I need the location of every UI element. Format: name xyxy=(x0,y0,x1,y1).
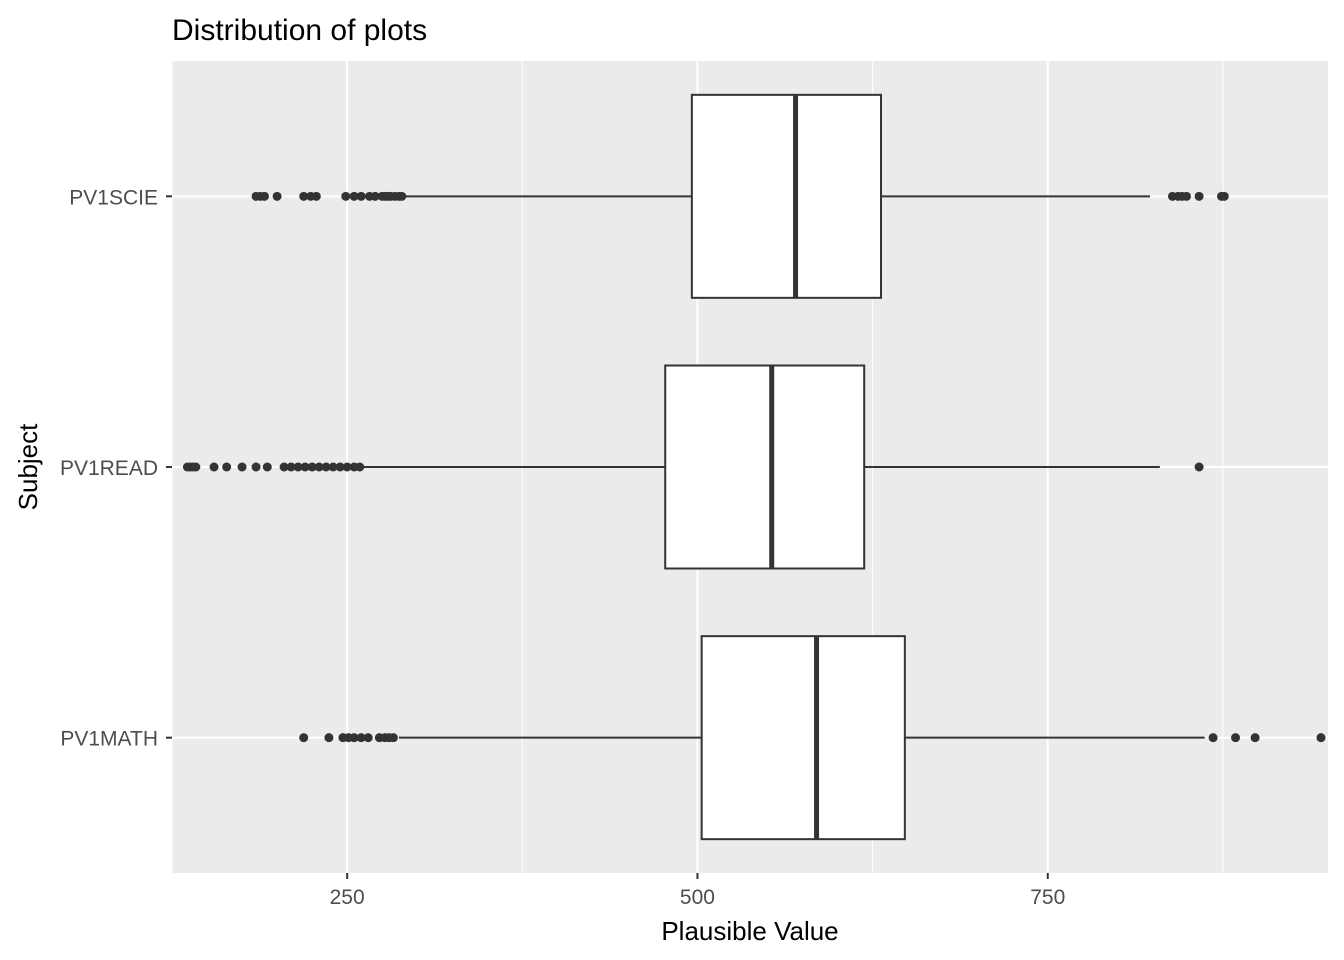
iqr-box xyxy=(664,364,866,570)
x-axis: 250 500 750 xyxy=(330,873,1065,909)
outlier-point xyxy=(324,733,334,743)
outlier-point xyxy=(1208,733,1218,743)
outlier-point xyxy=(388,733,398,743)
iqr-box xyxy=(700,635,906,841)
outlier-point xyxy=(328,462,338,472)
outlier-point xyxy=(279,462,289,472)
outlier-point xyxy=(286,462,296,472)
y-axis: PV1SCIE PV1READ PV1MATH xyxy=(60,186,172,751)
outlier-point xyxy=(251,462,261,472)
outlier-point xyxy=(1250,733,1260,743)
x-axis-title: Plausible Value xyxy=(661,916,838,946)
outlier-point xyxy=(307,462,317,472)
y-tick-label: PV1READ xyxy=(60,457,158,480)
iqr-box xyxy=(690,93,883,299)
outlier-point xyxy=(1316,733,1326,743)
outlier-point xyxy=(1231,733,1241,743)
outlier-point xyxy=(293,462,303,472)
outlier-point xyxy=(321,462,331,472)
outlier-point xyxy=(237,462,247,472)
outlier-point xyxy=(209,462,219,472)
outlier-point xyxy=(370,191,380,201)
outlier-point xyxy=(397,191,407,201)
chart-title: Distribution of plots xyxy=(172,14,427,47)
outlier-point xyxy=(349,191,359,201)
outlier-point xyxy=(299,733,309,743)
outlier-point xyxy=(356,733,366,743)
outlier-point xyxy=(262,462,272,472)
y-tick-label: PV1SCIE xyxy=(69,186,158,209)
outlier-point xyxy=(1219,191,1229,201)
box-pv1read xyxy=(182,364,1204,570)
outlier-point xyxy=(191,462,201,472)
outlier-point xyxy=(314,462,324,472)
outlier-point xyxy=(222,462,232,472)
outlier-point xyxy=(356,191,366,201)
outlier-point xyxy=(349,733,359,743)
outlier-point xyxy=(335,462,345,472)
outlier-point xyxy=(363,733,373,743)
outlier-point xyxy=(355,462,365,472)
outlier-point xyxy=(1194,191,1204,201)
x-tick-label: 750 xyxy=(1030,886,1065,909)
box-layer xyxy=(182,93,1326,841)
outlier-point xyxy=(300,462,310,472)
y-axis-title: Subject xyxy=(13,423,43,510)
y-tick-label: PV1MATH xyxy=(60,728,158,751)
box-pv1math xyxy=(299,635,1326,841)
outlier-point xyxy=(341,191,351,201)
x-tick-label: 250 xyxy=(330,886,365,909)
outlier-point xyxy=(1194,462,1204,472)
outlier-point xyxy=(259,191,269,201)
outlier-point xyxy=(272,191,282,201)
box-pv1scie xyxy=(251,93,1229,299)
x-tick-label: 500 xyxy=(680,886,715,909)
outlier-point xyxy=(1181,191,1191,201)
outlier-point xyxy=(299,191,309,201)
outlier-point xyxy=(342,462,352,472)
outlier-point xyxy=(311,191,321,201)
